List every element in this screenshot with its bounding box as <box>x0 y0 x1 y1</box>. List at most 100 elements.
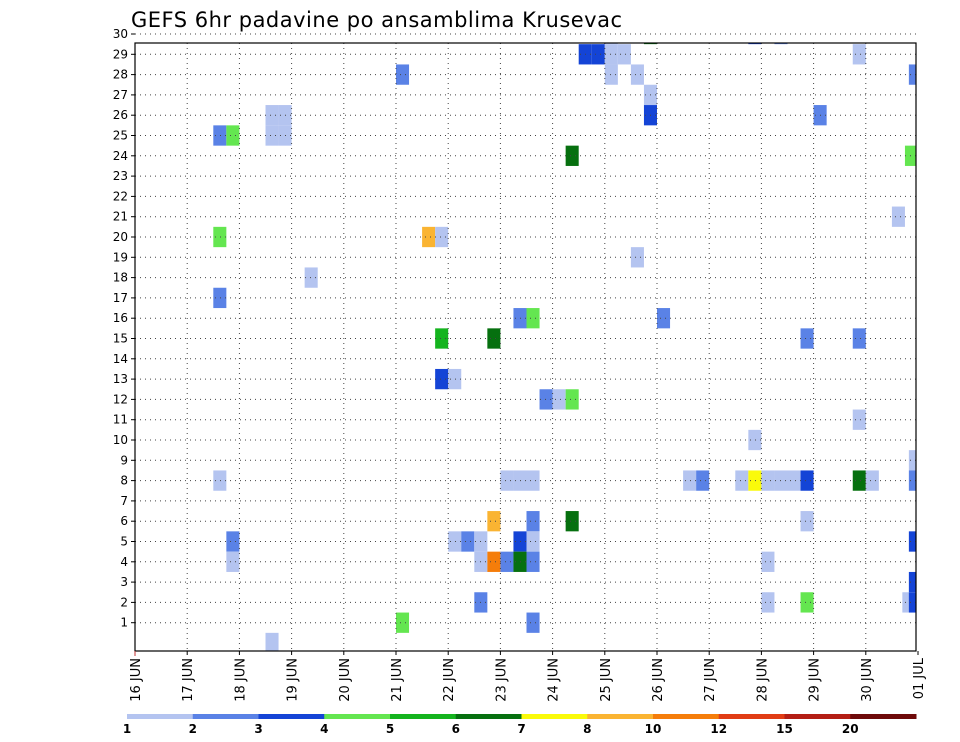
y-tick-label: 30 <box>113 27 128 41</box>
y-tick-label: 2 <box>120 595 128 609</box>
colorbar-segment <box>455 714 522 719</box>
data-cell <box>657 308 671 329</box>
colorbar-segment <box>718 714 785 719</box>
x-tick-label: 01 JUL <box>912 657 927 699</box>
data-cell <box>908 450 916 471</box>
colorbar-tick-label: 5 <box>386 722 394 736</box>
y-tick-label: 14 <box>113 352 128 366</box>
data-cell <box>630 247 644 268</box>
data-cell <box>591 44 605 65</box>
y-tick-label: 6 <box>120 514 128 528</box>
y-tick-label: 24 <box>113 149 128 163</box>
x-tick-label: 19 JUN <box>286 658 301 702</box>
y-tick-label: 26 <box>113 108 128 122</box>
data-cell <box>487 551 501 572</box>
data-cell <box>435 328 449 349</box>
data-cell <box>500 470 514 491</box>
data-cell <box>761 551 775 572</box>
y-tick-label: 8 <box>120 474 128 488</box>
data-cell <box>565 145 579 166</box>
colorbar-tick-label: 3 <box>254 722 262 736</box>
y-tick-label: 7 <box>120 494 128 508</box>
y-tick-label: 18 <box>113 271 128 285</box>
data-cell <box>908 470 916 491</box>
data-cell <box>604 44 618 65</box>
y-tick-label: 5 <box>120 535 128 549</box>
y-tick-label: 4 <box>120 555 128 569</box>
data-cell <box>513 531 527 552</box>
x-tick-label: 20 JUN <box>338 658 353 702</box>
x-tick-label: 18 JUN <box>233 658 248 702</box>
colorbar-tick-label: 12 <box>710 722 727 736</box>
data-cell <box>787 470 801 491</box>
y-tick-label: 11 <box>113 413 128 427</box>
data-cell <box>265 105 279 126</box>
x-tick-label: 24 JUN <box>547 658 562 702</box>
colorbar-segment <box>850 714 917 719</box>
colorbar-tick-label: 8 <box>583 722 591 736</box>
x-tick-label: 30 JUN <box>860 658 875 702</box>
data-cell <box>800 328 814 349</box>
colorbar-tick-label: 4 <box>320 722 328 736</box>
y-tick-label: 20 <box>113 230 128 244</box>
data-cell <box>435 368 449 390</box>
data-cell <box>800 592 814 613</box>
colorbar-segment <box>258 714 325 719</box>
colorbar-legend: 1 2 3 4 5 6 7 8 10 12 15 20 <box>123 714 917 736</box>
y-tick-label: 17 <box>113 291 128 305</box>
data-cell <box>513 551 527 572</box>
colorbar-tick-label: 1 <box>123 722 131 736</box>
y-tick-label: 25 <box>113 129 128 143</box>
data-cell <box>526 531 540 552</box>
data-cell <box>500 551 514 572</box>
x-tick-label: 16 JUN <box>129 658 144 702</box>
data-cell <box>908 531 916 552</box>
y-tick-label: 27 <box>113 88 128 102</box>
colorbar-tick-label: 15 <box>776 722 793 736</box>
data-cell <box>908 64 916 85</box>
y-tick-label: 22 <box>113 189 128 203</box>
colorbar-tick-label: 2 <box>189 722 197 736</box>
colorbar-tick-label: 20 <box>842 722 859 736</box>
data-cell <box>265 632 279 651</box>
x-tick-label: 21 JUN <box>390 658 405 702</box>
data-cell <box>422 226 436 248</box>
y-tick-label: 19 <box>113 250 128 264</box>
data-cell <box>226 531 240 552</box>
x-tick-label: 26 JUN <box>651 658 666 702</box>
data-cell <box>748 470 762 491</box>
x-tick-label: 27 JUN <box>703 658 718 702</box>
data-cell <box>735 470 749 491</box>
data-cell <box>396 64 410 85</box>
data-cell <box>908 592 916 613</box>
grid-lines <box>135 33 916 651</box>
data-cell <box>265 125 279 146</box>
data-cell <box>552 389 566 410</box>
chart-title: GEFS 6hr padavine po ansamblima Krusevac <box>131 8 623 32</box>
data-cell <box>852 409 866 430</box>
data-cell <box>526 511 540 532</box>
data-cell <box>630 64 644 85</box>
data-cell <box>304 267 318 288</box>
colorbar-tick-label: 10 <box>645 722 662 736</box>
data-cell <box>539 389 553 410</box>
data-cell <box>487 328 501 349</box>
y-tick-label: 12 <box>113 392 128 406</box>
data-cell <box>604 64 618 85</box>
data-cell <box>226 551 240 572</box>
y-axis: 1234567891011121314151617181920212223242… <box>113 27 135 630</box>
data-cell <box>435 226 449 248</box>
data-cell <box>448 368 462 390</box>
data-cell <box>565 511 579 532</box>
data-cell <box>852 328 866 349</box>
x-tick-label: 22 JUN <box>442 658 457 702</box>
data-cell <box>908 571 916 593</box>
colorbar-tick-label: 6 <box>452 722 460 736</box>
x-tick-label: 17 JUN <box>181 658 196 702</box>
data-cell <box>448 531 462 552</box>
y-tick-label: 16 <box>113 311 128 325</box>
data-cell <box>891 206 905 227</box>
data-cell <box>526 612 540 633</box>
data-cell <box>513 470 527 491</box>
data-cell <box>213 470 227 491</box>
